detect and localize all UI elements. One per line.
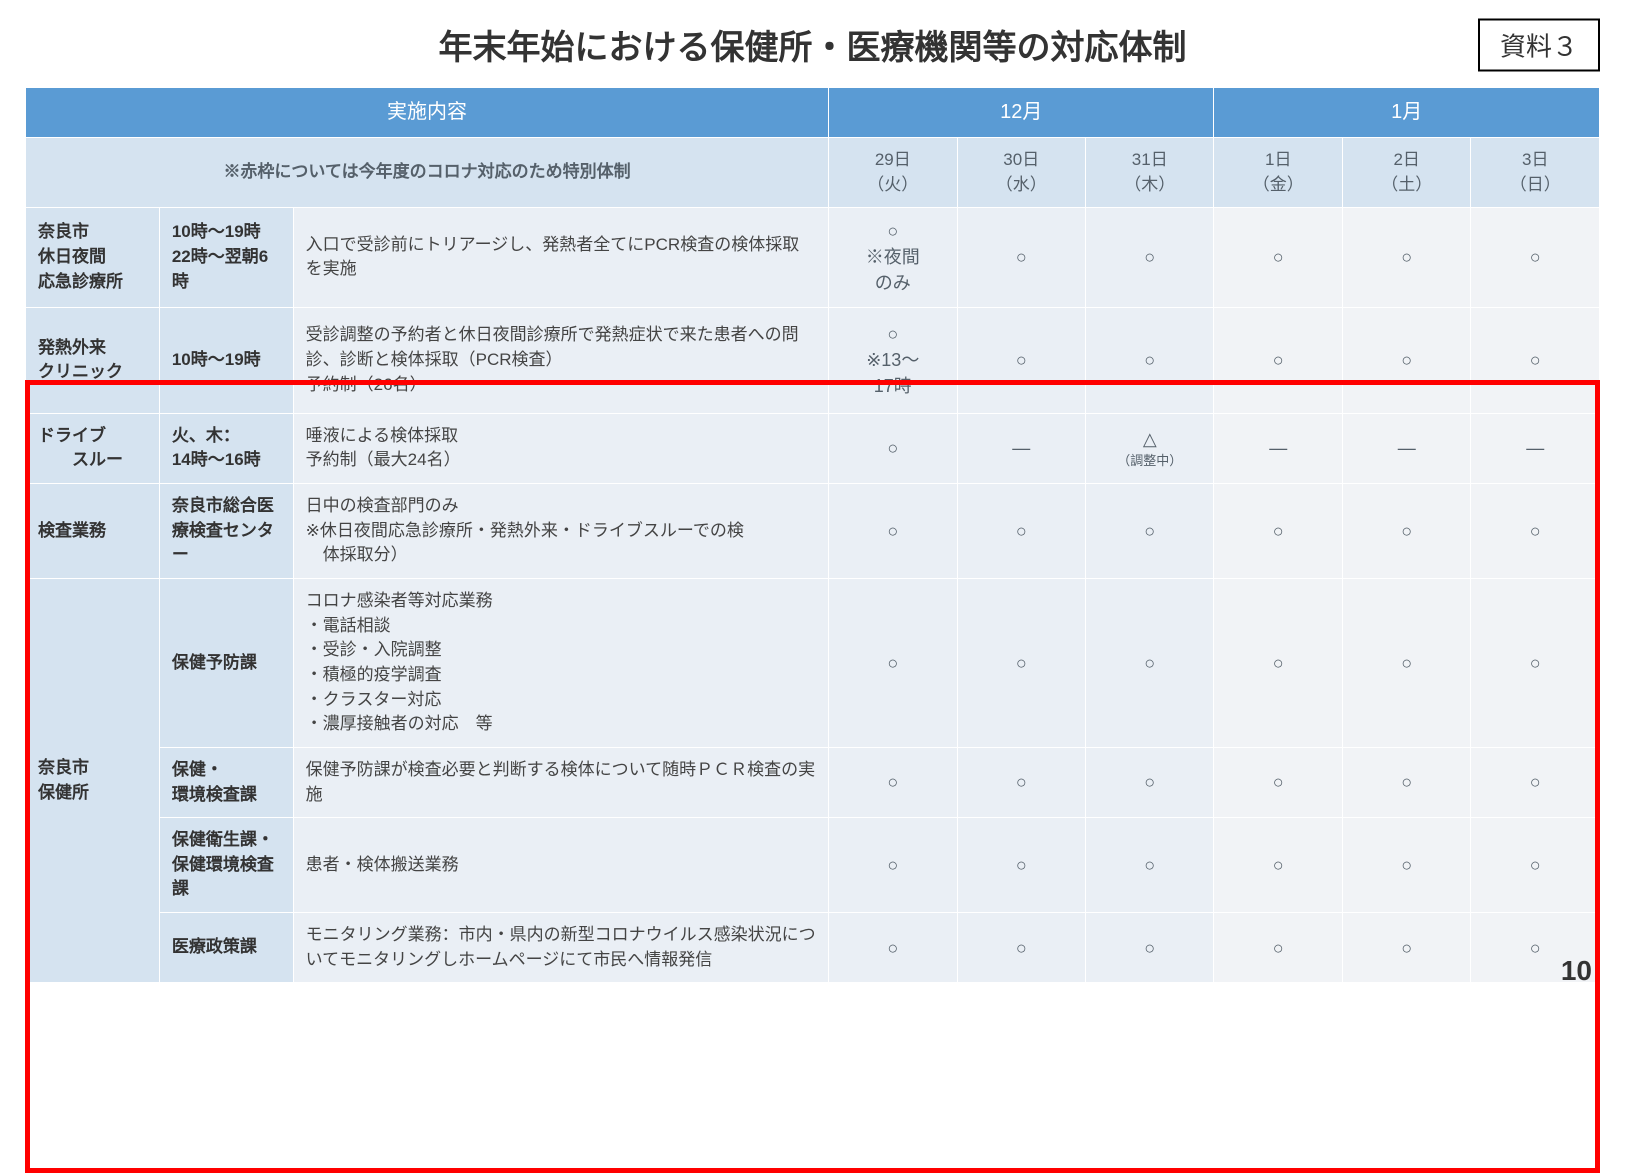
- header-jan: 1月: [1214, 88, 1600, 138]
- r5a-m4: ○: [1342, 579, 1470, 748]
- r5a-m2: ○: [1086, 579, 1214, 748]
- r4-label: 検査業務: [26, 484, 160, 579]
- r2-label: 発熱外来クリニック: [26, 307, 160, 413]
- r5d-m3: ○: [1214, 913, 1342, 983]
- r3-label: ドライブ スルー: [26, 413, 160, 483]
- r3-m2: △（調整中）: [1086, 413, 1214, 483]
- r5c-m4: ○: [1342, 818, 1470, 913]
- r2-time: 10時～19時: [159, 307, 293, 413]
- r2-m2: ○: [1086, 307, 1214, 413]
- day-0: 29日（火）: [829, 138, 957, 208]
- day-3: 1日（金）: [1214, 138, 1342, 208]
- table-row: 保健・環境検査課 保健予防課が検査必要と判断する検体について随時ＰＣＲ検査の実施…: [26, 747, 1600, 817]
- page-number: 10: [1561, 955, 1592, 987]
- r5b-m2: ○: [1086, 747, 1214, 817]
- r4-time: 奈良市総合医療検査センター: [159, 484, 293, 579]
- r4-m0: ○: [829, 484, 957, 579]
- r5a-desc: コロナ感染者等対応業務・電話相談・受診・入院調整・積極的疫学調査・クラスター対応…: [293, 579, 828, 748]
- r4-m1: ○: [957, 484, 1085, 579]
- table-row: 保健衛生課・保健環境検査課 患者・検体搬送業務 ○ ○ ○ ○ ○ ○: [26, 818, 1600, 913]
- r3-m5: ―: [1471, 413, 1600, 483]
- r4-m5: ○: [1471, 484, 1600, 579]
- r5b-m1: ○: [957, 747, 1085, 817]
- r5d-m1: ○: [957, 913, 1085, 983]
- r3-desc: 唾液による検体採取予約制（最大24名）: [293, 413, 828, 483]
- r5b-m3: ○: [1214, 747, 1342, 817]
- r3-m4: ―: [1342, 413, 1470, 483]
- r5b-time: 保健・環境検査課: [159, 747, 293, 817]
- r4-m2: ○: [1086, 484, 1214, 579]
- r3-m3: ―: [1214, 413, 1342, 483]
- page-title: 年末年始における保健所・医療機関等の対応体制: [439, 20, 1187, 69]
- document-badge: 資料３: [1478, 18, 1600, 71]
- r5c-m5: ○: [1471, 818, 1600, 913]
- table-wrapper: 実施内容 12月 1月 ※赤枠については今年度のコロナ対応のため特別体制 29日…: [25, 87, 1600, 983]
- r5d-m2: ○: [1086, 913, 1214, 983]
- r4-m4: ○: [1342, 484, 1470, 579]
- r1-m3: ○: [1214, 208, 1342, 307]
- r5d-m0: ○: [829, 913, 957, 983]
- day-5: 3日（日）: [1471, 138, 1600, 208]
- day-2: 31日（木）: [1086, 138, 1214, 208]
- r5b-m0: ○: [829, 747, 957, 817]
- r5b-desc: 保健予防課が検査必要と判断する検体について随時ＰＣＲ検査の実施: [293, 747, 828, 817]
- r1-desc: 入口で受診前にトリアージし、発熱者全てにPCR検査の検体採取を実施: [293, 208, 828, 307]
- r5d-time: 医療政策課: [159, 913, 293, 983]
- table-row: ドライブ スルー 火、木：14時～16時 唾液による検体採取予約制（最大24名）…: [26, 413, 1600, 483]
- r4-desc: 日中の検査部門のみ※休日夜間応急診療所・発熱外来・ドライブスルーでの検 体採取分…: [293, 484, 828, 579]
- r5c-desc: 患者・検体搬送業務: [293, 818, 828, 913]
- r4-m3: ○: [1214, 484, 1342, 579]
- r2-m0: ○※13～17時: [829, 307, 957, 413]
- r5d-desc: モニタリング業務：市内・県内の新型コロナウイルス感染状況についてモニタリングしホ…: [293, 913, 828, 983]
- r5d-m4: ○: [1342, 913, 1470, 983]
- r1-time: 10時～19時22時～翌朝6時: [159, 208, 293, 307]
- r2-desc: 受診調整の予約者と休日夜間診療所で発熱症状で来た患者への問診、診断と検体採取（P…: [293, 307, 828, 413]
- r5a-time: 保健予防課: [159, 579, 293, 748]
- r5a-m0: ○: [829, 579, 957, 748]
- schedule-table: 実施内容 12月 1月 ※赤枠については今年度のコロナ対応のため特別体制 29日…: [25, 87, 1600, 983]
- header-red-note: ※赤枠については今年度のコロナ対応のため特別体制: [26, 138, 829, 208]
- header-dec: 12月: [829, 88, 1214, 138]
- r3-time: 火、木：14時～16時: [159, 413, 293, 483]
- r1-m5: ○: [1471, 208, 1600, 307]
- r2-m1: ○: [957, 307, 1085, 413]
- r5b-m4: ○: [1342, 747, 1470, 817]
- r5a-m3: ○: [1214, 579, 1342, 748]
- r5c-m0: ○: [829, 818, 957, 913]
- r1-label: 奈良市休日夜間応急診療所: [26, 208, 160, 307]
- r5a-m5: ○: [1471, 579, 1600, 748]
- r5c-m3: ○: [1214, 818, 1342, 913]
- r2-m3: ○: [1214, 307, 1342, 413]
- r1-m1: ○: [957, 208, 1085, 307]
- r5a-m1: ○: [957, 579, 1085, 748]
- table-row: 奈良市保健所 保健予防課 コロナ感染者等対応業務・電話相談・受診・入院調整・積極…: [26, 579, 1600, 748]
- r3-m1: ―: [957, 413, 1085, 483]
- table-row: 検査業務 奈良市総合医療検査センター 日中の検査部門のみ※休日夜間応急診療所・発…: [26, 484, 1600, 579]
- table-row: 奈良市休日夜間応急診療所 10時～19時22時～翌朝6時 入口で受診前にトリアー…: [26, 208, 1600, 307]
- r5c-m2: ○: [1086, 818, 1214, 913]
- r5-group-label: 奈良市保健所: [26, 579, 160, 983]
- r5c-m1: ○: [957, 818, 1085, 913]
- r1-m0: ○※夜間のみ: [829, 208, 957, 307]
- r3-m0: ○: [829, 413, 957, 483]
- day-4: 2日（土）: [1342, 138, 1470, 208]
- table-row: 医療政策課 モニタリング業務：市内・県内の新型コロナウイルス感染状況についてモニ…: [26, 913, 1600, 983]
- header-content: 実施内容: [26, 88, 829, 138]
- day-1: 30日（水）: [957, 138, 1085, 208]
- r5c-time: 保健衛生課・保健環境検査課: [159, 818, 293, 913]
- r1-m4: ○: [1342, 208, 1470, 307]
- r5b-m5: ○: [1471, 747, 1600, 817]
- r2-m4: ○: [1342, 307, 1470, 413]
- r2-m5: ○: [1471, 307, 1600, 413]
- table-row: 発熱外来クリニック 10時～19時 受診調整の予約者と休日夜間診療所で発熱症状で…: [26, 307, 1600, 413]
- r1-m2: ○: [1086, 208, 1214, 307]
